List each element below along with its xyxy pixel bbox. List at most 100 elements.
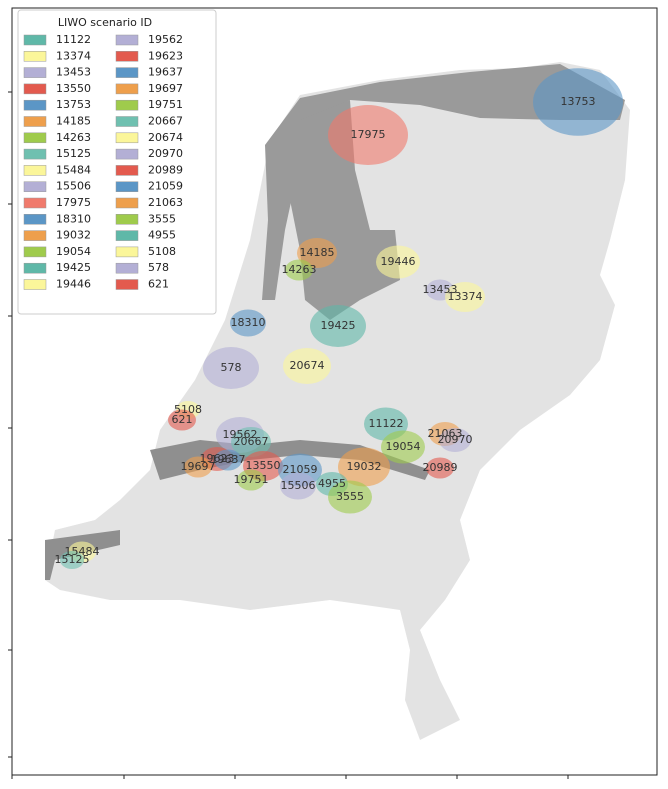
scheldt xyxy=(45,530,120,580)
legend-title: LIWO scenario ID xyxy=(58,16,152,29)
legend-swatch xyxy=(115,165,139,176)
flood-region xyxy=(533,68,623,136)
region-label: 13374 xyxy=(448,290,483,303)
axis-ticks xyxy=(8,91,569,779)
legend-swatch xyxy=(115,67,139,78)
land xyxy=(45,62,630,740)
region-label: 18310 xyxy=(231,316,266,329)
flood-region xyxy=(280,472,316,500)
legend-label: 19623 xyxy=(148,49,183,62)
legend-swatch xyxy=(23,99,47,111)
legend-label: 4955 xyxy=(148,229,176,242)
legend-label: 19697 xyxy=(148,82,183,95)
flood-region xyxy=(285,259,313,281)
legend-swatch xyxy=(115,230,139,241)
legend-swatch xyxy=(23,132,47,144)
legend-label: 13453 xyxy=(56,66,91,79)
flood-region xyxy=(230,309,266,337)
flood-region xyxy=(376,245,420,279)
legend-label: 15125 xyxy=(56,147,91,160)
legend-swatch xyxy=(23,230,47,241)
region-label: 19562 xyxy=(223,428,258,441)
legend-swatch xyxy=(115,132,139,144)
legend-label: 19637 xyxy=(148,66,183,79)
region-label: 19751 xyxy=(234,473,269,486)
flood-region xyxy=(203,347,259,389)
legend-swatch xyxy=(23,83,47,95)
legend-swatch xyxy=(115,148,139,160)
region-label: 15125 xyxy=(55,553,90,566)
legend-swatch xyxy=(115,51,139,62)
legend-label: 17975 xyxy=(56,196,91,209)
legend-swatch xyxy=(115,262,139,274)
region-label: 19637 xyxy=(211,453,246,466)
flood-region xyxy=(328,105,408,165)
region-label: 19054 xyxy=(386,440,421,453)
legend: 11122 13374 13453 13550 13753 14185 14263 15125… xyxy=(23,33,183,291)
flood-region xyxy=(231,427,271,457)
legend-label: 19446 xyxy=(56,278,91,291)
legend-label: 14185 xyxy=(56,115,91,128)
region-label: 4955 xyxy=(318,477,346,490)
legend-label: 621 xyxy=(148,278,169,291)
region-label: 578 xyxy=(221,361,242,374)
legend-swatch xyxy=(23,214,47,225)
region-label: 20970 xyxy=(438,433,473,446)
region-label: 11122 xyxy=(369,417,404,430)
flood-region xyxy=(381,430,425,464)
legend-label: 578 xyxy=(148,261,169,274)
region-label: 13753 xyxy=(561,95,596,108)
flood-region xyxy=(168,409,196,431)
legend-label: 13550 xyxy=(56,82,91,95)
flood-region xyxy=(184,456,212,478)
legend-swatch xyxy=(115,279,139,290)
region-label: 20989 xyxy=(423,461,458,474)
legend-swatch xyxy=(23,279,47,290)
legend-label: 18310 xyxy=(56,212,91,225)
legend-swatch xyxy=(115,214,139,225)
legend-label: 19032 xyxy=(56,229,91,242)
legend-label: 15506 xyxy=(56,180,91,193)
legend-label: 20674 xyxy=(148,131,183,144)
flood-region xyxy=(60,551,84,569)
legend-swatch xyxy=(115,99,139,111)
region-label: 14185 xyxy=(300,246,335,259)
region-label: 621 xyxy=(172,413,193,426)
flood-region xyxy=(310,305,366,347)
flood-regions xyxy=(60,68,623,569)
region-label: 15506 xyxy=(281,479,316,492)
legend-label: 15484 xyxy=(56,163,91,176)
flood-region xyxy=(338,447,390,487)
legend-label: 13753 xyxy=(56,98,91,111)
region-label: 19446 xyxy=(381,255,416,268)
legend-label: 20970 xyxy=(148,147,183,160)
legend-label: 19562 xyxy=(148,33,183,46)
flood-region xyxy=(237,469,265,491)
region-label: 19425 xyxy=(321,319,356,332)
flood-region xyxy=(445,282,485,312)
legend-label: 11122 xyxy=(56,33,91,46)
flood-region xyxy=(214,449,242,471)
flood-region xyxy=(426,457,454,479)
region-label: 14263 xyxy=(282,263,317,276)
legend-label: 20667 xyxy=(148,115,183,128)
legend-swatch xyxy=(23,246,47,258)
region-label: 17975 xyxy=(351,128,386,141)
region-label: 20674 xyxy=(290,359,325,372)
region-label: 5108 xyxy=(174,403,202,416)
flood-region xyxy=(439,428,471,452)
legend-swatch xyxy=(23,34,47,46)
legend-label: 21059 xyxy=(148,180,183,193)
legend-swatch xyxy=(23,116,47,127)
flood-region xyxy=(297,238,337,268)
legend-label: 20989 xyxy=(148,163,183,176)
legend-box xyxy=(17,9,217,315)
flood-region xyxy=(283,348,331,384)
legend-label: 13374 xyxy=(56,49,91,62)
legend-swatch xyxy=(23,262,47,274)
region-label: 19623 xyxy=(200,452,235,465)
legend-label: 14263 xyxy=(56,131,91,144)
